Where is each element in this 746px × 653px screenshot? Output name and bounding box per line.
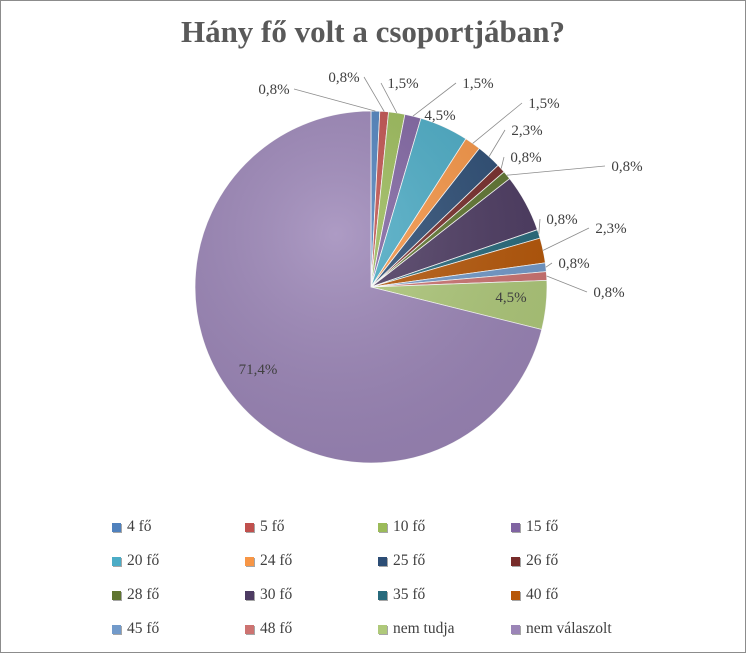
data-label: 1,5% bbox=[528, 96, 559, 112]
data-label: 0,8% bbox=[546, 212, 577, 228]
legend: 4 fő 5 fő 10 fő 15 fő 20 fő 24 fő 25 fő 26 fő 28… bbox=[112, 516, 712, 640]
legend-swatch bbox=[511, 624, 520, 634]
legend-item: 35 fő bbox=[378, 584, 511, 606]
legend-label: 40 fő bbox=[526, 586, 559, 603]
data-label: 4,5% bbox=[424, 108, 455, 124]
legend-swatch bbox=[511, 590, 520, 600]
legend-swatch bbox=[511, 556, 520, 566]
pie-slices bbox=[194, 110, 548, 464]
legend-swatch bbox=[378, 624, 387, 634]
legend-swatch bbox=[245, 556, 254, 566]
legend-item: nem válaszolt bbox=[511, 618, 644, 640]
legend-item: 24 fő bbox=[245, 550, 378, 572]
legend-swatch bbox=[245, 590, 254, 600]
legend-swatch bbox=[112, 556, 121, 566]
legend-label: nem válaszolt bbox=[526, 620, 612, 637]
leader-line bbox=[545, 262, 553, 268]
legend-label: 5 fő bbox=[260, 518, 285, 535]
data-label: 1,5% bbox=[387, 76, 418, 92]
legend-item: 20 fő bbox=[112, 550, 245, 572]
legend-swatch bbox=[378, 590, 387, 600]
legend-item: 15 fő bbox=[511, 516, 644, 538]
legend-label: 48 fő bbox=[260, 620, 293, 637]
legend-label: 20 fő bbox=[127, 552, 160, 569]
legend-label: 10 fő bbox=[393, 518, 426, 535]
legend-item: 28 fő bbox=[112, 584, 245, 606]
legend-swatch bbox=[245, 522, 254, 532]
data-label: 0,8% bbox=[611, 159, 642, 175]
leader-lines bbox=[293, 76, 606, 293]
legend-swatch bbox=[378, 556, 387, 566]
leader-line bbox=[363, 76, 385, 112]
legend-label: 26 fő bbox=[526, 552, 559, 569]
legend-item: 4 fő bbox=[112, 516, 245, 538]
data-label: 2,3% bbox=[511, 123, 542, 139]
leader-line bbox=[542, 227, 590, 251]
legend-item: nem tudja bbox=[378, 618, 511, 640]
data-label: 1,5% bbox=[462, 76, 493, 92]
data-label: 0,8% bbox=[510, 150, 541, 166]
legend-swatch bbox=[511, 522, 520, 532]
legend-item: 26 fő bbox=[511, 550, 644, 572]
legend-label: 4 fő bbox=[127, 518, 152, 535]
legend-item: 5 fő bbox=[245, 516, 378, 538]
legend-item: 45 fő bbox=[112, 618, 245, 640]
data-label: 71,4% bbox=[239, 362, 278, 378]
data-label: 0,8% bbox=[328, 70, 359, 86]
chart-title: Hány fő volt a csoportjában? bbox=[180, 14, 566, 49]
legend-label: nem tudja bbox=[393, 620, 455, 637]
legend-swatch bbox=[112, 624, 121, 634]
legend-swatch bbox=[245, 624, 254, 634]
leader-line bbox=[500, 156, 505, 169]
data-label: 0,8% bbox=[258, 82, 289, 98]
legend-label: 35 fő bbox=[393, 586, 426, 603]
legend-item: 40 fő bbox=[511, 584, 644, 606]
leader-line bbox=[380, 82, 398, 114]
leader-line bbox=[472, 102, 523, 144]
legend-item: 10 fő bbox=[378, 516, 511, 538]
leader-line bbox=[538, 218, 541, 234]
data-label: 0,8% bbox=[593, 285, 624, 301]
data-label: 0,8% bbox=[558, 256, 589, 272]
legend-label: 28 fő bbox=[127, 586, 160, 603]
data-labels: 0,8%0,8% 1,5% 1,5%4,5%1,5%2,3%0,8%0,8%0,8%… bbox=[239, 70, 643, 378]
leader-line bbox=[488, 129, 506, 157]
legend-label: 45 fő bbox=[127, 620, 160, 637]
leader-line bbox=[506, 165, 606, 176]
leader-line bbox=[293, 88, 376, 112]
legend-item: 48 fő bbox=[245, 618, 378, 640]
legend-item: 30 fő bbox=[245, 584, 378, 606]
legend-label: 25 fő bbox=[393, 552, 426, 569]
legend-label: 15 fő bbox=[526, 518, 559, 535]
legend-swatch bbox=[378, 522, 387, 532]
leader-line bbox=[546, 275, 588, 293]
leader-line bbox=[412, 82, 457, 117]
legend-label: 24 fő bbox=[260, 552, 293, 569]
legend-label: 30 fő bbox=[260, 586, 293, 603]
pie-chart: 0,8%0,8% 1,5% 1,5%4,5%1,5%2,3%0,8%0,8%0,8%… bbox=[194, 70, 643, 464]
legend-swatch bbox=[112, 590, 121, 600]
legend-item: 25 fő bbox=[378, 550, 511, 572]
data-label: 4,5% bbox=[495, 290, 526, 306]
data-label: 2,3% bbox=[595, 221, 626, 237]
legend-swatch bbox=[112, 522, 121, 532]
